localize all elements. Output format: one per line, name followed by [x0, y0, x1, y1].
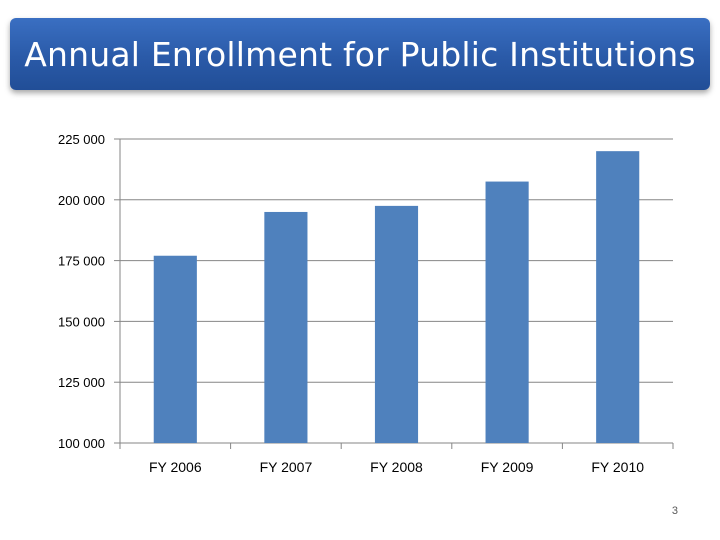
bar-fy-2010	[596, 151, 640, 443]
slide-number: 3	[671, 505, 678, 517]
y-tick-label: 200 000	[58, 193, 105, 208]
y-tick-label: 225 000	[58, 132, 105, 147]
slide-title-bar: Annual Enrollment for Public Institution…	[10, 18, 710, 90]
y-tick-label: 175 000	[58, 254, 105, 269]
y-tick-label: 150 000	[58, 314, 105, 329]
y-tick-label: 100 000	[58, 436, 105, 451]
bar-fy-2009	[485, 181, 529, 443]
bar-fy-2006	[153, 255, 197, 443]
x-category-label: FY 2006	[149, 459, 202, 475]
x-category-label: FY 2007	[260, 459, 313, 475]
x-category-label: FY 2009	[481, 459, 534, 475]
x-category-label: FY 2010	[591, 459, 644, 475]
bar-fy-2008	[374, 205, 419, 443]
slide-title: Annual Enrollment for Public Institution…	[24, 34, 696, 74]
x-category-label: FY 2008	[370, 459, 423, 475]
y-tick-label: 125 000	[58, 375, 105, 390]
bar-fy-2007	[264, 211, 308, 443]
